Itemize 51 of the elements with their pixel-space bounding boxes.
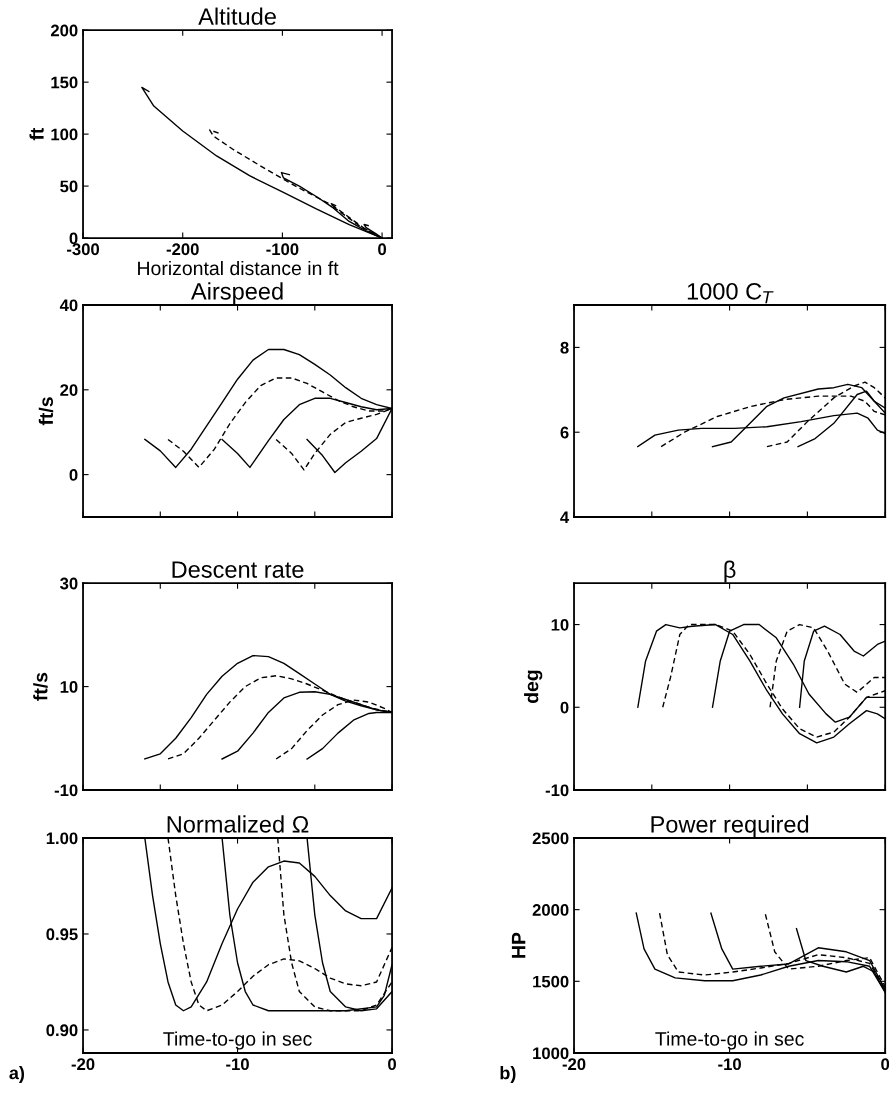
y-tick-label: 2000 xyxy=(532,904,569,916)
x-axis-title: Time-to-go in sec xyxy=(655,1031,804,1050)
y-tick-label: 4 xyxy=(560,511,570,524)
y-tick-label: 200 xyxy=(50,24,78,37)
y-tick-label: -10 xyxy=(54,784,78,797)
x-tick-label: 0 xyxy=(881,1058,889,1071)
x-tick-label: -10 xyxy=(718,1058,741,1071)
x-tick-label: -100 xyxy=(266,243,299,256)
y-tick-label: 0.95 xyxy=(46,928,78,941)
y-tick-label: 8 xyxy=(560,341,569,354)
x-axis-title: Time-to-go in sec xyxy=(163,1031,312,1050)
y-axis-title: deg xyxy=(524,670,543,704)
text: b) xyxy=(500,1066,516,1083)
chart-title: β xyxy=(724,560,736,583)
y-tick-label: 100 xyxy=(51,128,78,141)
y-tick-label: 30 xyxy=(60,577,78,590)
x-tick-label: -20 xyxy=(71,1058,95,1071)
y-tick-label: 1.00 xyxy=(46,832,78,845)
y-axis-title: HP xyxy=(511,932,526,958)
y-tick-label: 0 xyxy=(69,469,78,481)
y-tick-label: 50 xyxy=(60,180,78,193)
y-tick-label: 10 xyxy=(551,618,569,631)
y-tick-label: 2500 xyxy=(532,832,569,845)
y-tick-label: 0 xyxy=(69,232,78,245)
y-tick-label: 6 xyxy=(560,426,569,439)
y-tick-label: 1000 xyxy=(533,1047,569,1060)
y-axis-title: ft/s xyxy=(33,672,48,701)
y-axis-title: ft/s xyxy=(38,397,54,426)
x-tick-label: -200 xyxy=(166,243,199,256)
y-tick-label: 40 xyxy=(59,299,78,312)
y-tick-label: 150 xyxy=(51,76,78,89)
y-tick-label: 1500 xyxy=(533,975,569,988)
x-tick-label: -300 xyxy=(67,243,100,256)
x-axis-title: Horizontal distance in ft xyxy=(138,260,339,276)
chart-title: 1000 C$_{T}$ xyxy=(687,282,774,304)
chart-title: Power required xyxy=(651,815,809,838)
y-tick-label: 10 xyxy=(60,681,78,693)
x-tick-label: -20 xyxy=(562,1058,586,1071)
y-axis-title: ft xyxy=(29,127,44,141)
x-tick-label: 0 xyxy=(378,243,387,256)
text: a) xyxy=(9,1066,25,1083)
chart-title: Normalized Ω xyxy=(167,815,309,833)
y-tick-label: 20 xyxy=(60,384,78,397)
x-tick-label: -10 xyxy=(226,1058,249,1071)
y-tick-label: 0 xyxy=(560,701,569,714)
y-tick-label: 0.90 xyxy=(46,1024,78,1037)
chart-title: Altitude xyxy=(198,7,276,25)
chart-title: Descent rate xyxy=(172,561,304,578)
chart-title: Airspeed xyxy=(191,282,283,305)
y-tick-label: -10 xyxy=(545,784,569,797)
x-tick-label: 0 xyxy=(388,1058,396,1071)
